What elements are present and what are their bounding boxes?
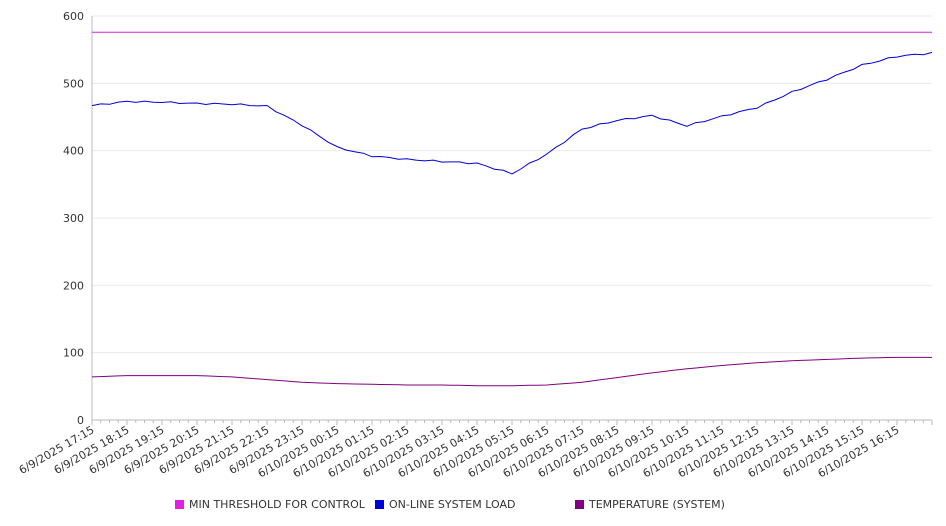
y-axis-ticks: 0 100 200 300 400 500 600 [63,10,84,427]
legend-item-min-threshold[interactable]: MIN THRESHOLD FOR CONTROL [175,498,365,511]
y-tick-label: 300 [63,212,84,225]
series-line-temperature [91,356,932,387]
legend-label-temperature: TEMPERATURE (SYSTEM) [589,498,725,511]
legend-swatch-temperature [575,500,584,509]
y-tick-label: 100 [63,347,84,360]
y-tick-label: 200 [63,279,84,292]
legend-item-temperature[interactable]: TEMPERATURE (SYSTEM) [575,498,725,511]
legend-label-min-threshold: MIN THRESHOLD FOR CONTROL [189,498,365,511]
y-tick-label: 600 [63,10,84,23]
legend-label-system-load: ON-LINE SYSTEM LOAD [389,498,516,511]
x-axis-ticks: 6/9/2025 17:156/9/2025 18:156/9/2025 19:… [17,420,933,480]
y-tick-label: 500 [63,77,84,90]
series-line-system-load [91,51,933,175]
legend-swatch-min-threshold [175,500,184,509]
series-lines [91,31,933,387]
y-tick-label: 0 [77,414,84,427]
legend: MIN THRESHOLD FOR CONTROL ON-LINE SYSTEM… [0,498,946,514]
y-tick-label: 400 [63,145,84,158]
legend-swatch-system-load [375,500,384,509]
legend-item-system-load[interactable]: ON-LINE SYSTEM LOAD [375,498,515,511]
grid-lines [92,15,932,354]
